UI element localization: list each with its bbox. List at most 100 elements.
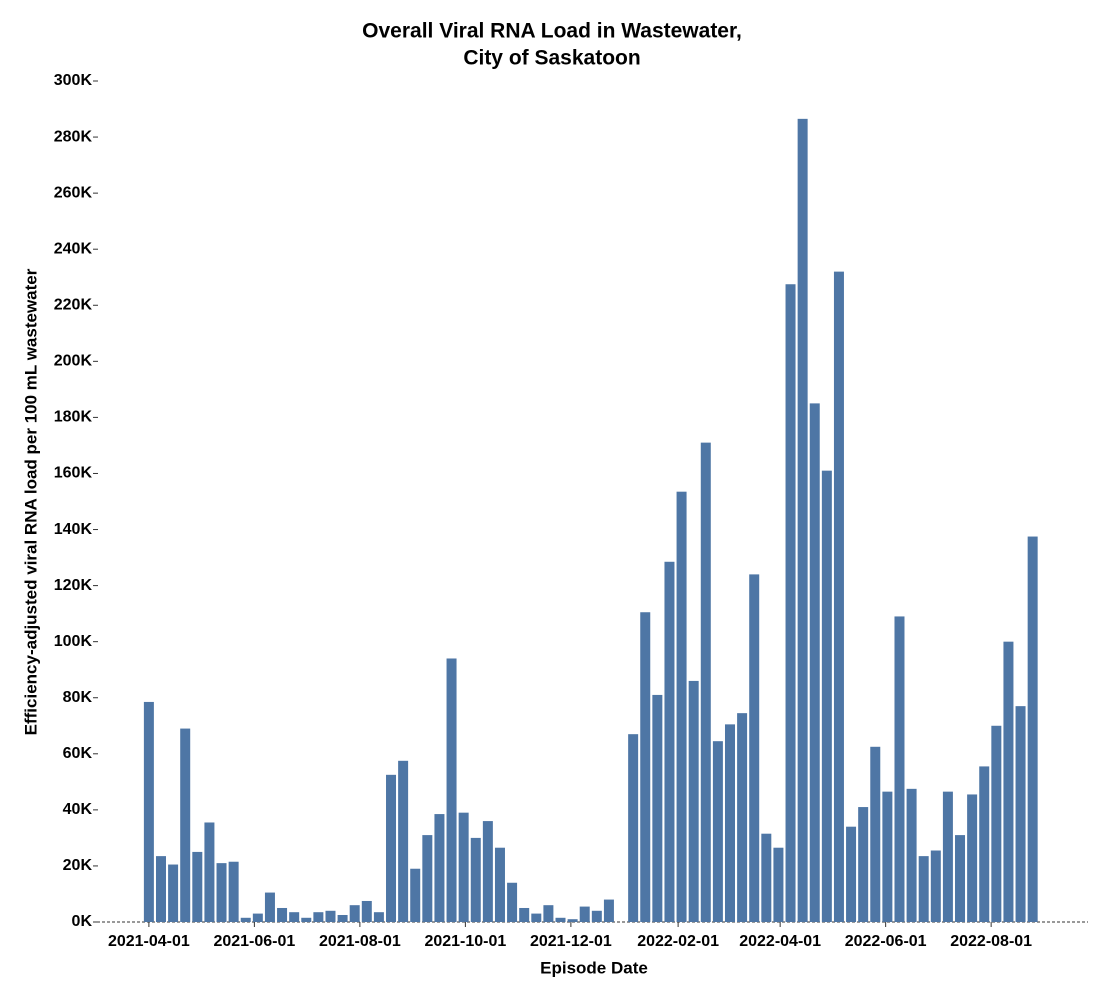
x-tick-label: 2022-02-01 [637,933,719,950]
bar [809,403,820,923]
bar [773,847,784,922]
bar [543,905,554,922]
bar [846,826,857,922]
bar [422,835,433,922]
bar [676,491,687,922]
bar [494,847,505,922]
y-tick-label: 60K [63,745,93,762]
bar [482,821,493,922]
bar [458,812,469,922]
bar [737,713,748,922]
bar [918,856,929,922]
x-axis-title: Episode Date [540,958,648,977]
bar [216,863,227,922]
x-tick-label: 2021-04-01 [108,933,190,950]
bar [1015,706,1026,922]
bar [192,851,203,922]
y-tick-label: 240K [54,240,93,257]
x-tick-label: 2021-10-01 [424,933,506,950]
bar [398,760,409,922]
bar [289,912,300,922]
bar [143,701,154,922]
bar [240,917,251,922]
bar [930,850,941,922]
y-tick-label: 120K [54,577,93,594]
bar [797,118,808,923]
bar [712,741,723,922]
bar [325,910,336,922]
bar [277,907,288,922]
bar [519,907,530,922]
x-tick-label: 2021-08-01 [319,933,401,950]
bar [821,470,832,922]
bar [579,906,590,922]
bar [555,917,566,922]
y-tick-label: 20K [63,857,93,874]
y-tick-label: 180K [54,409,93,426]
bar [833,271,844,922]
y-tick-label: 300K [54,72,93,89]
bar [180,728,191,922]
y-tick-label: 40K [63,801,93,818]
bar [373,912,384,922]
y-tick-label: 100K [54,633,93,650]
bar [870,746,881,922]
bar [410,868,421,922]
chart-title: Overall Viral RNA Load in Wastewater, [362,20,742,43]
y-tick-label: 200K [54,353,93,370]
y-tick-label: 280K [54,128,93,145]
bar [724,724,735,922]
y-tick-label: 0K [72,913,93,930]
bar [894,616,905,922]
y-tick-label: 220K [54,296,93,313]
bar [664,561,675,922]
bar [337,914,348,922]
bar [252,913,263,922]
bar [591,910,602,922]
chart-title: City of Saskatoon [463,47,640,70]
bar [688,680,699,922]
bar [204,822,215,922]
bar [991,725,1002,922]
bar [567,919,578,922]
bar [361,900,372,922]
bar [640,612,651,922]
bar [700,442,711,922]
bar [955,835,966,922]
bar [1003,641,1014,922]
bar [470,837,481,922]
bar [313,912,324,922]
bar [507,882,518,922]
bar [386,774,397,922]
bar [906,788,917,922]
bar [967,794,978,922]
bar [228,861,239,922]
x-tick-label: 2021-12-01 [530,933,612,950]
bar [603,899,614,922]
bar [761,833,772,922]
bar [882,791,893,922]
bar [434,814,445,922]
bar [264,892,275,922]
bar [531,913,542,922]
bar [1027,536,1038,922]
x-tick-label: 2022-06-01 [845,933,927,950]
x-tick-label: 2021-06-01 [213,933,295,950]
y-tick-label: 80K [63,689,93,706]
x-tick-label: 2022-04-01 [739,933,821,950]
bar [155,856,166,922]
x-tick-label: 2022-08-01 [950,933,1032,950]
bar [301,917,312,922]
bar [979,766,990,922]
bar [628,734,639,922]
bar [349,905,360,922]
y-tick-label: 140K [54,521,93,538]
bar [785,284,796,922]
bar [749,574,760,922]
y-tick-label: 260K [54,184,93,201]
bar [168,864,179,922]
y-tick-label: 160K [54,465,93,482]
y-axis-title: Efficiency-adjusted viral RNA load per 1… [21,268,40,735]
